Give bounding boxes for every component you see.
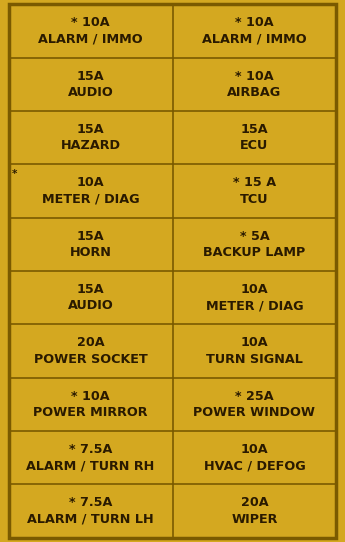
Text: 15A
HAZARD: 15A HAZARD [61,123,120,152]
Text: 15A
AUDIO: 15A AUDIO [68,69,114,99]
Text: 20A
POWER SOCKET: 20A POWER SOCKET [34,336,147,366]
Text: * 7.5A
ALARM / TURN RH: * 7.5A ALARM / TURN RH [27,443,155,473]
Text: * 10A
AIRBAG: * 10A AIRBAG [227,69,282,99]
Text: * 10A
POWER MIRROR: * 10A POWER MIRROR [33,390,148,419]
Text: * 7.5A
ALARM / TURN LH: * 7.5A ALARM / TURN LH [27,496,154,526]
Text: * 15 A
TCU: * 15 A TCU [233,176,276,206]
Text: 10A
METER / DIAG: 10A METER / DIAG [206,283,303,312]
Text: * 10A
ALARM / IMMO: * 10A ALARM / IMMO [202,16,307,46]
Text: 10A
METER / DIAG: 10A METER / DIAG [42,176,139,206]
Text: 10A
HVAC / DEFOG: 10A HVAC / DEFOG [204,443,305,473]
Text: *: * [12,169,18,179]
Text: * 5A
BACKUP LAMP: * 5A BACKUP LAMP [203,230,306,259]
Text: 20A
WIPER: 20A WIPER [231,496,278,526]
Text: 15A
HORN: 15A HORN [70,230,111,259]
Text: 15A
ECU: 15A ECU [240,123,268,152]
Text: 10A
TURN SIGNAL: 10A TURN SIGNAL [206,336,303,366]
Text: 15A
AUDIO: 15A AUDIO [68,283,114,312]
Text: * 10A
ALARM / IMMO: * 10A ALARM / IMMO [38,16,143,46]
Text: * 25A
POWER WINDOW: * 25A POWER WINDOW [194,390,315,419]
